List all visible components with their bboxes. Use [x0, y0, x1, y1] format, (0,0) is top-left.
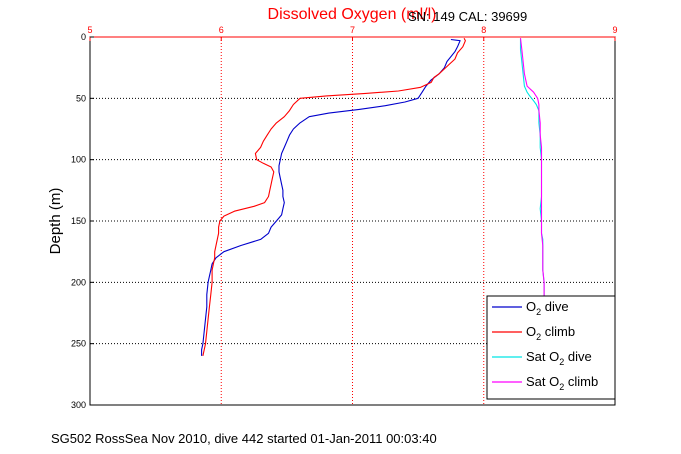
legend-label-o2-dive: O2 dive — [526, 299, 569, 317]
y-tick-label: 200 — [71, 277, 86, 287]
dive-info-footer: SG502 RossSea Nov 2010, dive 442 started… — [51, 431, 437, 446]
chart-subtitle: SN: 149 CAL: 39699 — [408, 9, 527, 24]
x-tick-label: 7 — [350, 25, 355, 35]
x-tick-label: 6 — [219, 25, 224, 35]
y-tick-label: 150 — [71, 216, 86, 226]
y-tick-label: 50 — [76, 93, 86, 103]
y-axis-label: Depth (m) — [47, 188, 64, 255]
series-line-o2-dive — [201, 38, 461, 356]
series-line-o2-climb — [202, 37, 466, 357]
x-tick-label: 9 — [612, 25, 617, 35]
y-tick-label: 100 — [71, 155, 86, 165]
y-tick-label: 300 — [71, 400, 86, 410]
grid — [90, 37, 615, 405]
x-tick-label: 5 — [87, 25, 92, 35]
legend: O2 dive O2 climb Sat O2 dive Sat O2 climb — [486, 295, 616, 400]
legend-label-sat-o2-dive: Sat O2 dive — [526, 349, 592, 367]
chart-title: Dissolved Oxygen (ml/l) — [268, 6, 437, 23]
axis-ticks: 5 6 7 8 9 0 50 100 150 200 250 300 — [71, 25, 618, 410]
y-tick-label: 0 — [81, 32, 86, 42]
legend-label-sat-o2-climb: Sat O2 climb — [526, 374, 598, 392]
y-tick-label: 250 — [71, 339, 86, 349]
x-tick-label: 8 — [481, 25, 486, 35]
legend-label-o2-climb: O2 climb — [526, 324, 575, 342]
data-series — [201, 37, 545, 357]
series-line-sat-o2-climb — [519, 38, 545, 320]
